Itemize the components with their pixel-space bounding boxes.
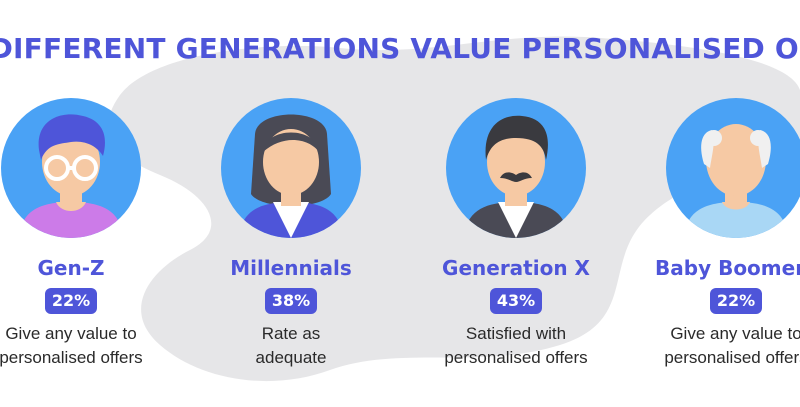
description-line-1: Give any value to [5, 324, 137, 343]
generation-name: Baby Boomers [655, 256, 800, 280]
percent-badge: 38% [265, 288, 317, 314]
page-title: HOW DIFFERENT GENERATIONS VALUE PERSONAL… [0, 32, 800, 65]
generation-name: Generation X [442, 256, 590, 280]
generation-card-generation-x: Generation X 43% Satisfied with personal… [416, 0, 616, 407]
description-line-1: Give any value to [670, 324, 800, 343]
description-line-1: Rate as [261, 324, 321, 343]
generation-card-millennials: Millennials 38% Rate as adequate [191, 0, 391, 407]
generation-description: Give any value to personalised offers [0, 322, 171, 370]
description-line-2: personalised offers [444, 348, 588, 367]
baby-boomer-avatar-icon [666, 98, 800, 238]
generation-description: Satisfied with personalised offers [416, 322, 616, 370]
gen-z-avatar-icon [1, 98, 141, 238]
generation-description: Rate as adequate [191, 322, 391, 370]
generation-card-gen-z: Gen-Z 22% Give any value to personalised… [0, 0, 171, 407]
percent-badge: 43% [490, 288, 542, 314]
description-line-2: personalised offers [664, 348, 800, 367]
generation-description: Give any value to personalised offers [636, 322, 800, 370]
generation-name: Millennials [230, 256, 352, 280]
description-line-2: adequate [255, 348, 327, 367]
description-line-1: Satisfied with [465, 324, 567, 343]
generation-card-baby-boomers: Baby Boomers 22% Give any value to perso… [636, 0, 800, 407]
description-line-2: personalised offers [0, 348, 143, 367]
percent-badge: 22% [45, 288, 97, 314]
generation-name: Gen-Z [37, 256, 105, 280]
millennial-avatar-icon [221, 98, 361, 238]
percent-badge: 22% [710, 288, 762, 314]
generation-x-avatar-icon [446, 98, 586, 238]
